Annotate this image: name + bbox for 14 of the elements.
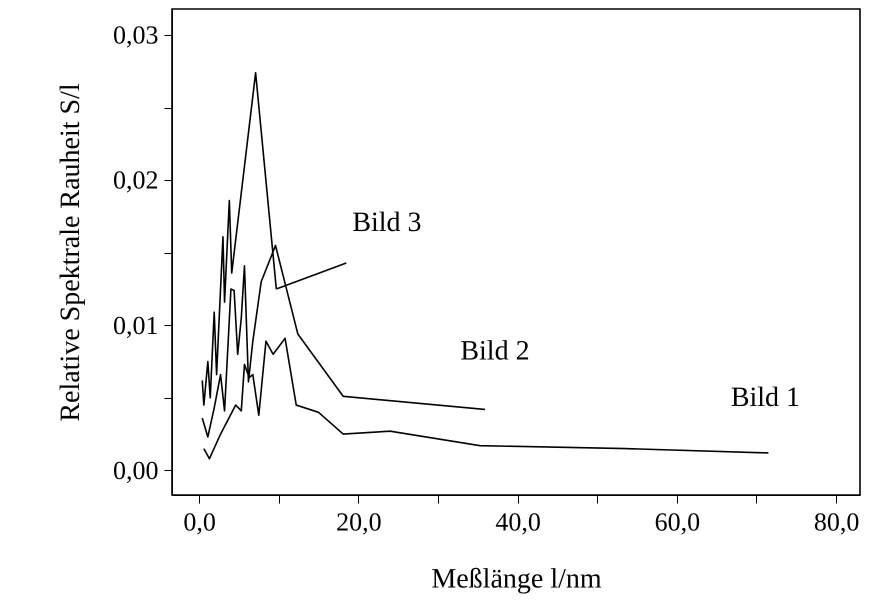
- y-tick-label: 0,02: [113, 166, 158, 195]
- y-tick-label: 0,03: [113, 20, 158, 50]
- x-tick-label: 60,0: [654, 508, 700, 536]
- y-tick-label: 0,00: [113, 456, 158, 485]
- x-tick-label: 80,0: [814, 508, 860, 536]
- x-tick-label: 20,0: [336, 508, 382, 536]
- x-tick-label: 0,0: [183, 508, 216, 536]
- y-axis-title: Relative Spektrale Rauheit S/l: [55, 83, 86, 422]
- x-axis-title: Meßlänge l/nm: [431, 564, 602, 594]
- series-label: Bild 2: [460, 335, 530, 366]
- y-tick-label: 0,01: [113, 310, 158, 340]
- series-label: Bild 1: [730, 382, 800, 413]
- text: Bild 3: [352, 206, 422, 238]
- x-tick-label: 40,0: [495, 508, 541, 536]
